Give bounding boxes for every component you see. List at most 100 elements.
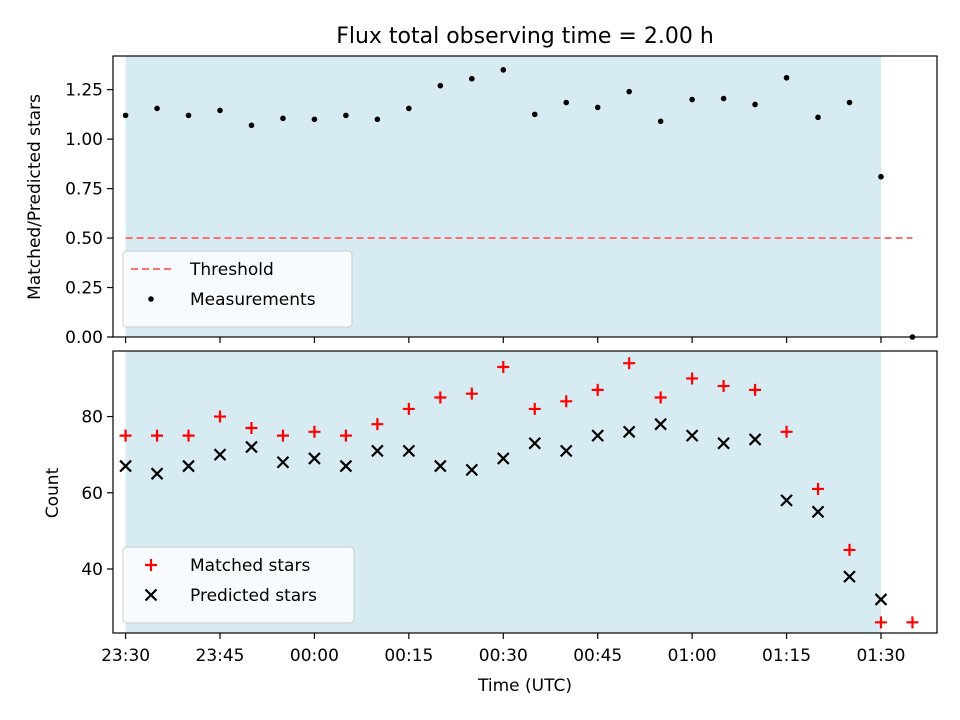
y-tick-label: 60 bbox=[81, 484, 103, 504]
legend-box bbox=[122, 250, 353, 328]
bottom-y-axis-label: Count bbox=[43, 467, 63, 518]
x-tick-label: 00:30 bbox=[479, 646, 528, 666]
matched-star-point bbox=[151, 429, 164, 442]
predicted-star-point bbox=[371, 444, 384, 458]
measurement-point bbox=[406, 105, 412, 112]
predicted-star-point bbox=[402, 444, 416, 458]
matched-star-point bbox=[654, 391, 667, 404]
legend-label: Threshold bbox=[189, 260, 274, 280]
predicted-star-point bbox=[339, 459, 353, 473]
measurement-point bbox=[217, 107, 223, 114]
predicted-star-point bbox=[245, 440, 258, 454]
matched-star-point bbox=[276, 429, 289, 442]
matched-star-point bbox=[339, 429, 352, 442]
matched-star-point bbox=[843, 543, 856, 556]
measurement-point bbox=[280, 115, 286, 122]
measurement-point bbox=[878, 173, 884, 180]
x-tick-label: 00:15 bbox=[384, 646, 433, 666]
predicted-star-point bbox=[622, 425, 636, 439]
predicted-star-point bbox=[874, 593, 888, 606]
legend-matched-swatch bbox=[145, 559, 157, 571]
measurement-point bbox=[374, 116, 381, 123]
matched-star-point bbox=[528, 402, 541, 415]
figure-title: Flux total observing time = 2.00 h bbox=[336, 24, 714, 49]
matched-star-point bbox=[465, 387, 478, 400]
predicted-star-point bbox=[213, 448, 227, 461]
measurement-point bbox=[689, 96, 695, 103]
measurement-point bbox=[311, 116, 318, 123]
axes-frame bbox=[112, 55, 938, 338]
x-tick-label: 00:00 bbox=[290, 646, 339, 666]
measurement-point bbox=[720, 95, 727, 102]
y-tick-label: 1.00 bbox=[65, 130, 103, 150]
predicted-star-point bbox=[308, 452, 321, 465]
legend-predicted-swatch bbox=[144, 588, 158, 602]
matched-star-point bbox=[874, 616, 887, 629]
axes-frame bbox=[112, 350, 938, 634]
top-panel: Matched/Predicted stars 0.00 0.25 0.50 0.75… bbox=[25, 55, 938, 348]
predicted-star-point bbox=[150, 467, 164, 480]
y-tick-label: 40 bbox=[81, 560, 103, 580]
predicted-star-point bbox=[497, 452, 510, 465]
matched-star-point bbox=[591, 383, 604, 396]
predicted-star-point bbox=[434, 459, 447, 473]
measurement-point bbox=[469, 75, 475, 82]
matched-star-point bbox=[749, 383, 762, 396]
predicted-star-point bbox=[811, 505, 825, 519]
measurement-point bbox=[657, 118, 664, 125]
matched-star-point bbox=[686, 372, 699, 385]
matched-star-point bbox=[812, 482, 825, 495]
y-tick-label: 0.75 bbox=[65, 180, 103, 200]
x-tick-label: 01:15 bbox=[762, 646, 811, 666]
legend-label: Matched stars bbox=[190, 556, 310, 576]
y-tick-label: 1.25 bbox=[65, 81, 103, 101]
x-tick-label: 01:00 bbox=[668, 646, 717, 666]
matched-star-point bbox=[717, 380, 730, 393]
x-tick-label: 01:30 bbox=[856, 646, 905, 666]
legend-measurement-swatch bbox=[148, 296, 154, 302]
predicted-star-point bbox=[685, 429, 699, 442]
measurement-point bbox=[815, 114, 821, 121]
measurement-point bbox=[500, 67, 507, 73]
legend-label: Measurements bbox=[190, 290, 316, 310]
legend-box bbox=[122, 546, 355, 624]
predicted-star-point bbox=[748, 433, 762, 446]
matched-star-point bbox=[497, 361, 510, 374]
matched-star-point bbox=[214, 410, 227, 423]
measurement-point bbox=[563, 99, 570, 106]
matched-star-point bbox=[906, 616, 919, 629]
y-tick-label: 0.25 bbox=[65, 279, 103, 299]
predicted-star-point bbox=[591, 429, 604, 442]
predicted-star-point bbox=[119, 459, 132, 473]
predicted-star-point bbox=[559, 444, 573, 458]
x-tick-label: 23:30 bbox=[101, 646, 150, 666]
matched-star-point bbox=[308, 425, 321, 438]
measurement-point bbox=[783, 74, 790, 81]
measurement-point bbox=[343, 112, 349, 119]
matched-star-point bbox=[371, 418, 384, 431]
measurement-point bbox=[752, 101, 758, 108]
predicted-star-point bbox=[843, 570, 856, 583]
measurement-point bbox=[626, 88, 632, 95]
x-tick-label: 00:45 bbox=[573, 646, 622, 666]
predicted-star-point bbox=[717, 436, 730, 450]
measurement-point bbox=[154, 105, 160, 112]
matched-star-point bbox=[623, 357, 636, 370]
y-tick-label: 80 bbox=[81, 408, 103, 428]
top-y-axis-label: Matched/Predicted stars bbox=[25, 94, 45, 300]
x-axis-label: Time (UTC) bbox=[477, 676, 572, 696]
measurement-point bbox=[594, 104, 601, 111]
y-tick-label: 0.00 bbox=[65, 328, 103, 348]
matched-star-point bbox=[434, 391, 447, 404]
matched-star-point bbox=[402, 402, 415, 415]
matched-star-point bbox=[182, 429, 195, 442]
measurement-point bbox=[248, 122, 255, 129]
predicted-star-point bbox=[182, 459, 195, 473]
x-tick-label: 23:45 bbox=[196, 646, 245, 666]
matched-star-point bbox=[780, 425, 793, 438]
measurement-point bbox=[531, 111, 538, 118]
predicted-star-point bbox=[780, 494, 793, 507]
measurement-point bbox=[185, 112, 192, 119]
predicted-star-point bbox=[276, 455, 290, 469]
